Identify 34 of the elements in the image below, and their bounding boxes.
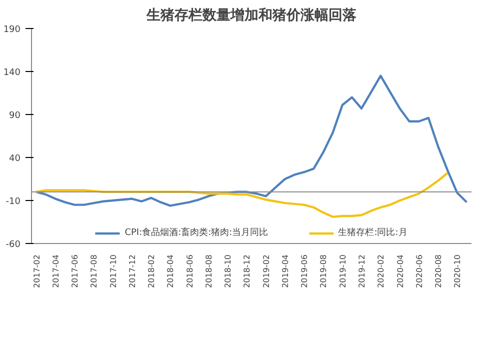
x-tick-label: 2018-06	[185, 254, 194, 288]
x-tick-label: 2020-06	[414, 254, 424, 288]
x-tick-label: 2017-08	[90, 254, 99, 288]
x-tick-label: 2019-10	[338, 254, 348, 288]
line-series	[35, 74, 468, 207]
x-tick-label: 2020-02	[376, 254, 386, 288]
x-tick-label: 2017-10	[108, 254, 118, 288]
x-tick-label: 2017-06	[70, 254, 80, 288]
x-tick-label: 2020-08	[434, 254, 444, 288]
y-tick-label: 140	[3, 68, 21, 78]
legend-label: 生猪存栏:同比:月	[338, 226, 408, 239]
x-tick-label: 2020-04	[396, 254, 405, 288]
y-tick-label: 90	[9, 111, 21, 121]
y-tick-label: 40	[9, 154, 21, 164]
line-series	[35, 172, 449, 218]
legend-label: CPI:食品烟酒:畜肉类:猪肉:当月同比	[124, 226, 268, 239]
y-tick-label: -10	[6, 197, 21, 207]
x-tick-label: 2019-08	[319, 254, 328, 288]
x-tick-label: 2017-02	[32, 254, 42, 288]
x-tick-label: 2019-06	[300, 254, 310, 288]
x-tick-label: 2019-02	[262, 254, 271, 288]
x-tick-label: 2018-10	[224, 254, 233, 288]
x-tick-label: 2020-10	[453, 254, 462, 288]
x-tick-label: 2019-04	[280, 254, 290, 288]
x-tick-label: 2017-04	[51, 254, 60, 288]
x-tick-label: 2018-04	[166, 254, 176, 288]
x-tick-label: 2017-12	[128, 254, 137, 288]
y-tick-label: -60	[6, 240, 21, 250]
x-tick-label: 2019-12	[358, 254, 366, 288]
x-tick-label: 2018-12	[242, 254, 252, 288]
x-tick-label: 2018-08	[204, 254, 214, 288]
chart-title: 生猪存栏数量增加和猪价涨幅回落	[146, 8, 358, 24]
y-tick-label: 190	[3, 25, 21, 35]
x-tick-label: 2018-02	[147, 254, 156, 288]
